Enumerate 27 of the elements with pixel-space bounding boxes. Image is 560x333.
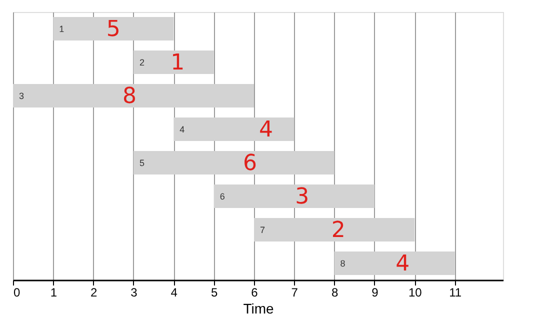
annotation: 6 xyxy=(242,150,257,176)
x-tick-label: 11 xyxy=(449,286,462,300)
annotation: 5 xyxy=(106,16,120,42)
x-tick-label: 9 xyxy=(372,286,379,300)
annotation: 1 xyxy=(170,50,185,76)
bar xyxy=(133,151,334,174)
x-tick-label: 8 xyxy=(331,286,338,300)
x-tick-label: 7 xyxy=(291,286,298,300)
x-axis-title: Time xyxy=(243,300,274,316)
bar xyxy=(133,50,214,74)
bar xyxy=(53,17,174,40)
x-tick-label: 4 xyxy=(170,286,178,300)
x-tick-label: 1 xyxy=(50,286,58,300)
x-tick-label: 5 xyxy=(210,286,218,300)
annotation: 4 xyxy=(396,251,410,276)
x-tick-label: 6 xyxy=(251,286,258,300)
bar xyxy=(174,118,294,141)
x-tick-label: 0 xyxy=(14,286,20,300)
bar xyxy=(334,252,455,275)
annotation: 3 xyxy=(295,184,310,210)
x-tick-label: 2 xyxy=(90,286,98,300)
bar xyxy=(13,84,254,108)
annotation: 4 xyxy=(259,117,274,142)
x-tick-label: 10 xyxy=(408,286,422,300)
annotation: 2 xyxy=(331,218,346,243)
bar xyxy=(214,184,374,208)
bar xyxy=(254,218,415,242)
